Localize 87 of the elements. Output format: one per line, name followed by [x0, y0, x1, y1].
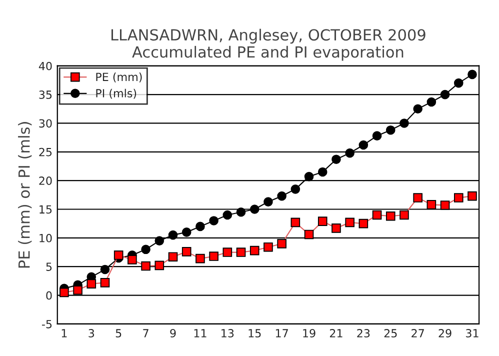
point	[358, 140, 368, 150]
point	[100, 278, 110, 288]
y-tick-label: 5	[46, 262, 52, 271]
point	[413, 104, 422, 114]
point	[290, 218, 300, 228]
point	[372, 131, 382, 140]
x-tick-label: 5	[116, 329, 122, 338]
point	[128, 255, 137, 264]
point	[141, 244, 150, 254]
x-tick-label: 7	[143, 329, 148, 338]
point	[154, 236, 164, 246]
point	[277, 191, 286, 201]
chart-title: LLANSADWRN, Anglesey, OCTOBER 2009 Accumulated PE and PI evaporation	[111, 28, 426, 61]
y-tick-label: 20	[39, 176, 52, 185]
point	[222, 248, 232, 257]
x-tick-label: 27	[412, 329, 424, 338]
legend-label: PE (mm)	[96, 72, 142, 82]
y-axis-title: PE (mm) or PI (mls)	[18, 122, 32, 268]
point	[318, 216, 328, 226]
x-tick-label: 9	[170, 329, 176, 338]
point	[386, 125, 396, 135]
point	[332, 154, 341, 164]
point	[196, 254, 205, 264]
x-tick-label: 13	[222, 329, 234, 338]
point	[264, 242, 273, 252]
point	[454, 193, 464, 202]
point	[182, 247, 192, 256]
point	[400, 210, 409, 220]
point	[86, 279, 96, 288]
point	[277, 239, 286, 248]
point	[400, 118, 409, 128]
point	[182, 228, 192, 237]
point	[250, 204, 260, 214]
y-tick-label: 35	[39, 90, 52, 99]
point	[222, 210, 232, 220]
point	[209, 216, 218, 226]
y-tick-label: 15	[40, 205, 52, 214]
y-tick-label: 40	[38, 62, 52, 70]
y-tick-label: 0	[46, 291, 52, 300]
point	[440, 90, 450, 100]
point	[358, 218, 368, 228]
point	[236, 207, 246, 217]
point	[440, 200, 450, 210]
point	[168, 252, 178, 262]
point	[196, 222, 205, 232]
point	[426, 200, 436, 210]
point	[345, 148, 354, 158]
point	[332, 224, 341, 233]
x-tick-label: 21	[330, 329, 342, 338]
y-tick-label: 10	[40, 234, 52, 242]
point	[386, 211, 396, 221]
point	[468, 191, 477, 201]
point	[318, 167, 328, 177]
point	[73, 285, 82, 295]
y-tick-label: -5	[42, 320, 52, 328]
point	[60, 288, 69, 298]
point	[100, 264, 110, 274]
point	[154, 260, 164, 270]
point	[345, 218, 354, 228]
point	[290, 184, 300, 194]
point	[413, 193, 422, 202]
x-tick-label: 3	[88, 329, 94, 338]
point	[141, 261, 150, 271]
point	[114, 250, 124, 260]
y-tick-label: 25	[39, 148, 52, 156]
point	[264, 197, 273, 206]
x-tick-label: 1	[62, 329, 67, 338]
legend-label: PI (mls)	[96, 88, 136, 99]
point	[372, 210, 382, 220]
point	[426, 97, 436, 107]
point	[304, 172, 314, 182]
x-tick-label: 23	[357, 329, 370, 338]
y-tick-label: 30	[39, 119, 52, 128]
point	[304, 230, 314, 240]
x-tick-label: 29	[438, 329, 452, 338]
x-tick-label: 15	[248, 329, 261, 338]
x-tick-label: 19	[303, 329, 316, 338]
point	[454, 78, 464, 88]
point	[168, 230, 178, 240]
x-tick-label: 11	[194, 329, 206, 338]
point	[236, 248, 246, 257]
point	[209, 252, 218, 261]
x-tick-label: 31	[466, 329, 478, 338]
x-tick-label: 17	[276, 329, 288, 338]
point	[250, 246, 260, 256]
x-tick-label: 25	[384, 329, 397, 338]
point	[468, 70, 477, 80]
